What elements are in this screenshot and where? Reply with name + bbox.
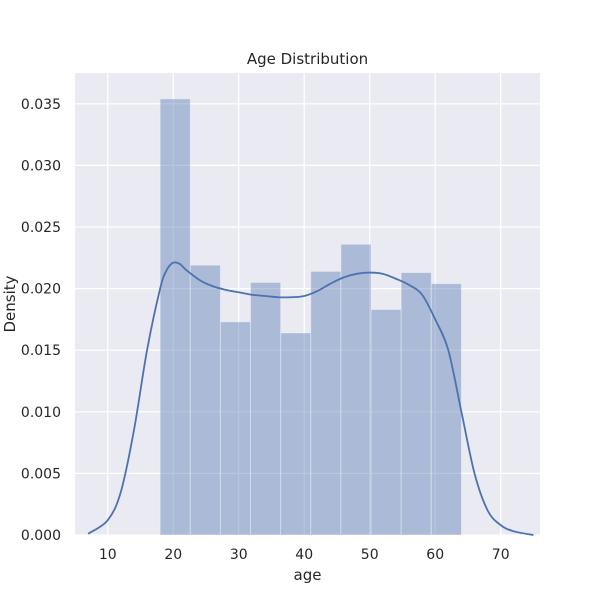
- x-tick-label: 60: [426, 547, 444, 563]
- x-tick-label: 30: [230, 547, 248, 563]
- y-tick-label: 0.000: [21, 528, 61, 544]
- plot-background: [75, 73, 540, 535]
- x-tick-label: 70: [492, 547, 510, 563]
- y-axis-label: Density: [1, 275, 19, 332]
- histogram-bar: [370, 309, 402, 536]
- y-tick-label: 0.035: [21, 97, 61, 113]
- y-tick-label: 0.025: [21, 220, 61, 236]
- histogram-bar: [250, 281, 282, 536]
- y-tick-label: 0.010: [21, 405, 61, 421]
- chart-title: Age Distribution: [247, 50, 368, 68]
- histogram-bar: [340, 243, 372, 536]
- x-tick-labels: 10 20 30 40 50 60 70: [99, 547, 510, 563]
- x-tick-label: 50: [361, 547, 379, 563]
- y-tick-label: 0.030: [21, 158, 61, 174]
- histogram-bar: [280, 332, 312, 536]
- y-tick-label: 0.005: [21, 466, 61, 482]
- histogram-bar: [189, 264, 221, 536]
- histogram-bars: [159, 98, 462, 536]
- x-axis-label: age: [294, 566, 322, 584]
- y-tick-label: 0.020: [21, 282, 61, 298]
- kde-line: [87, 261, 534, 536]
- y-tick-label: 0.015: [21, 343, 61, 359]
- histogram-bar: [159, 98, 191, 536]
- x-tick-label: 40: [295, 547, 313, 563]
- x-tick-label: 10: [99, 547, 117, 563]
- y-tick-labels: 0.000 0.005 0.010 0.015 0.020 0.025 0.030 0.035: [21, 97, 61, 544]
- grid-lines: [75, 73, 540, 536]
- histogram-bar: [219, 321, 252, 536]
- x-tick-label: 20: [164, 547, 182, 563]
- histogram-bar: [400, 272, 432, 536]
- histogram-bar: [430, 283, 462, 536]
- histogram-bar: [310, 270, 342, 536]
